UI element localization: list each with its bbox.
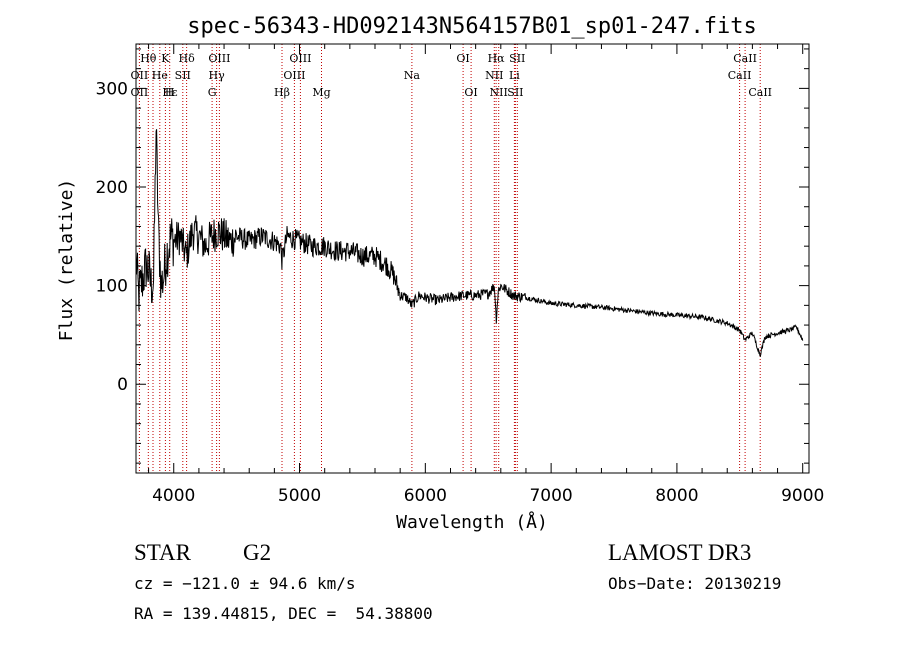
line-label: Na (404, 69, 421, 82)
spectral-subclass: G2 (243, 540, 272, 565)
survey-name: LAMOST DR3 (608, 540, 752, 565)
line-label: SII (509, 52, 525, 65)
line-label: Hγ (209, 69, 226, 82)
y-tick-label: 300 (96, 79, 128, 99)
line-label: Hα (488, 52, 506, 65)
line-label: NII (490, 86, 508, 99)
line-label: OII (131, 69, 149, 82)
spectrum-chart: spec-56343-HD092143N564157B01_sp01-247.f… (56, 14, 824, 533)
line-label: SII (175, 69, 191, 82)
line-label: CaII (728, 69, 752, 82)
line-label: NII (485, 69, 503, 82)
x-tick-label: 5000 (278, 486, 321, 506)
line-label: OIII (289, 52, 311, 65)
object-class: STAR (134, 540, 191, 565)
line-label: OI (464, 86, 477, 99)
line-label: OIII (208, 52, 230, 65)
spectral-line-markers (138, 44, 761, 473)
obs-date: Obs−Date: 20130219 (608, 574, 782, 593)
line-label: OIII (283, 69, 305, 82)
x-axis-ticks: 4000 5000 6000 7000 8000 9000 (148, 44, 824, 506)
y-axis-label: Flux (relative) (56, 179, 77, 342)
line-label: OI (456, 52, 469, 65)
coordinates: RA = 139.44815, DEC = 54.38800 (134, 604, 433, 623)
y-tick-label: 0 (117, 375, 128, 395)
line-label: Hδ (178, 52, 195, 65)
y-tick-label: 200 (96, 178, 128, 198)
line-label: K (161, 52, 170, 65)
line-label: He (152, 69, 168, 82)
line-label: OII (131, 86, 149, 99)
line-label: Hβ (274, 86, 290, 99)
line-label: G (208, 86, 217, 99)
line-label: Hθ (140, 52, 157, 65)
y-tick-label: 100 (96, 277, 128, 297)
x-tick-label: 9000 (781, 486, 824, 506)
chart-title: spec-56343-HD092143N564157B01_sp01-247.f… (187, 14, 757, 39)
velocity-readout: cz = −121.0 ± 94.6 km/s (134, 574, 356, 593)
x-tick-label: 8000 (655, 486, 698, 506)
x-tick-label: 7000 (529, 486, 572, 506)
spectrum-line (135, 129, 804, 358)
x-tick-label: 4000 (152, 486, 195, 506)
line-label: Hε (162, 86, 178, 99)
line-label: CaII (733, 52, 757, 65)
line-label: SII (507, 86, 523, 99)
x-axis-label: Wavelength (Å) (396, 511, 548, 533)
line-label: CaII (748, 86, 772, 99)
line-label: Mg (312, 86, 330, 99)
y-axis-ticks: 0 100 200 300 (96, 48, 809, 464)
line-label: H (165, 86, 175, 99)
plot-frame (135, 43, 810, 474)
line-label: Li (509, 69, 520, 82)
x-tick-label: 6000 (404, 486, 447, 506)
